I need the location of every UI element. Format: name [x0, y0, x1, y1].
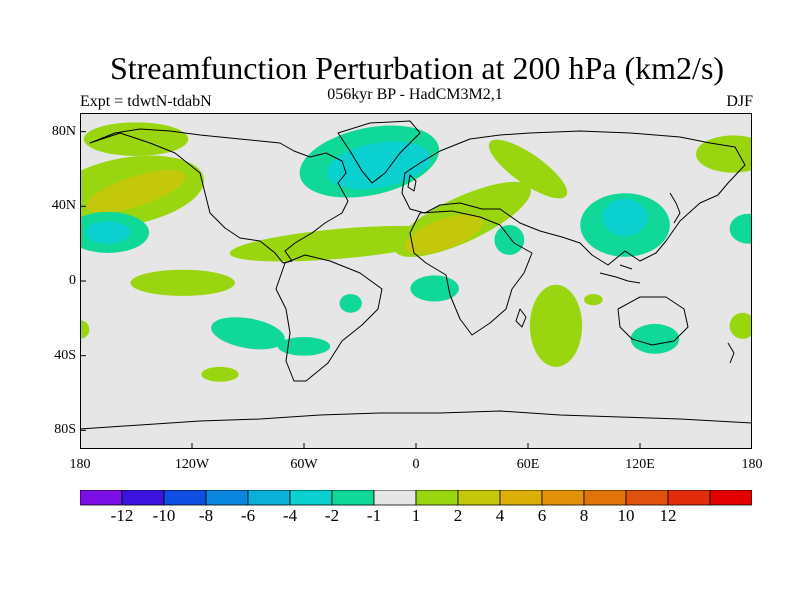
- region-south-pacific-high: [201, 366, 239, 382]
- legend-swatch: [373, 490, 417, 506]
- legend-swatch: [247, 490, 291, 506]
- legend-swatch: [667, 490, 711, 506]
- coast-madagascar: [515, 308, 527, 328]
- region-indian-ocean-high: [529, 284, 583, 367]
- legend-swatch: [80, 490, 123, 506]
- region-sahara-high-core: [405, 214, 483, 255]
- legend-swatch: [499, 490, 543, 506]
- coastlines: [80, 120, 752, 430]
- lat-tick-label: 40N: [51, 198, 76, 214]
- lon-tick-label: 180: [69, 457, 91, 472]
- legend-swatch: [205, 490, 249, 506]
- region-tasman-high: [729, 312, 752, 339]
- coast-greenland: [337, 120, 421, 184]
- legend-tick-label: -4: [282, 506, 298, 525]
- season-label: DJF: [726, 93, 753, 110]
- legend-swatch: [121, 490, 165, 506]
- lat-tick-label: 40S: [54, 347, 76, 363]
- coast-africa: [409, 210, 533, 336]
- experiment-label: Expt = tdwtN-tdabN: [80, 93, 212, 110]
- coast-eurasia: [401, 130, 746, 266]
- legend-swatch: [625, 490, 669, 506]
- legend-tick-label: -6: [240, 506, 256, 525]
- legend-tick-label: 10: [617, 506, 635, 525]
- coast-north-america: [89, 128, 349, 264]
- region-central-asia-high: [488, 139, 568, 199]
- legend-swatch: [541, 490, 585, 506]
- region-arabia-low: [494, 225, 525, 255]
- legend-tick-label: -1: [366, 506, 382, 525]
- legend-swatch: [457, 490, 501, 506]
- region-tropical-pacific-high: [130, 269, 235, 296]
- coast-new-zealand: [727, 342, 735, 364]
- coast-indonesia: [599, 264, 641, 284]
- legend-swatch: [289, 490, 333, 506]
- region-east-asia-high: [696, 135, 752, 173]
- region-south-pacific-low: [211, 317, 285, 350]
- region-brazil-low: [277, 337, 331, 356]
- map-panel: [80, 113, 752, 449]
- lat-tick-label: 0: [69, 273, 76, 288]
- anomaly-regions: [80, 122, 752, 382]
- legend-tick-label: -2: [324, 506, 340, 525]
- legend-swatch: [163, 490, 207, 506]
- legend-swatch: [709, 490, 752, 506]
- legend-tick-label: -12: [110, 506, 134, 525]
- legend-tick-label: 2: [453, 506, 463, 525]
- lon-tick-label: 180: [741, 457, 763, 472]
- region-hawaii-low-core: [85, 221, 131, 244]
- legend-swatch: [415, 490, 459, 506]
- color-legend: [80, 490, 752, 506]
- legend-tick-label: 12: [659, 506, 677, 525]
- lon-tick-label: 120W: [174, 457, 210, 472]
- legend-swatch: [583, 490, 627, 506]
- region-indonesia-high: [584, 294, 603, 306]
- region-east-pacific-low: [729, 213, 752, 244]
- plot-title: Streamfunction Perturbation at 200 hPa (…: [109, 50, 725, 86]
- lat-tick-label: 80N: [51, 123, 76, 139]
- legend-tick-label: -10: [152, 506, 176, 525]
- region-north-pacific-high-core: [86, 169, 186, 213]
- region-west-pacific-low-core: [602, 198, 648, 237]
- coast-antarctica: [80, 410, 752, 430]
- legend-tick-label: -8: [198, 506, 214, 525]
- region-africa-low: [410, 275, 459, 302]
- legend-tick-label: 8: [579, 506, 589, 525]
- axis-ticks: [80, 131, 752, 449]
- coast-uk: [407, 174, 417, 192]
- legend-tick-label: 4: [495, 506, 505, 525]
- lon-tick-label: 120E: [625, 457, 655, 472]
- lon-tick-label: 60W: [290, 457, 318, 472]
- coast-australia: [617, 296, 689, 346]
- legend-swatch: [331, 490, 375, 506]
- lon-tick-label: 0: [412, 457, 420, 472]
- legend-tick-label: 6: [537, 506, 547, 525]
- coast-south-america: [275, 254, 383, 382]
- lon-tick-label: 60E: [516, 457, 540, 472]
- region-australia-low: [630, 323, 680, 354]
- coast-japan: [669, 192, 681, 224]
- plot-subtitle: 056kyr BP - HadCM3M2,1: [327, 86, 503, 103]
- legend-tick-label: 1: [411, 506, 421, 525]
- region-south-atlantic-low: [339, 294, 362, 313]
- lat-tick-label: 80S: [54, 422, 76, 438]
- region-dateline-high-west: [80, 320, 90, 339]
